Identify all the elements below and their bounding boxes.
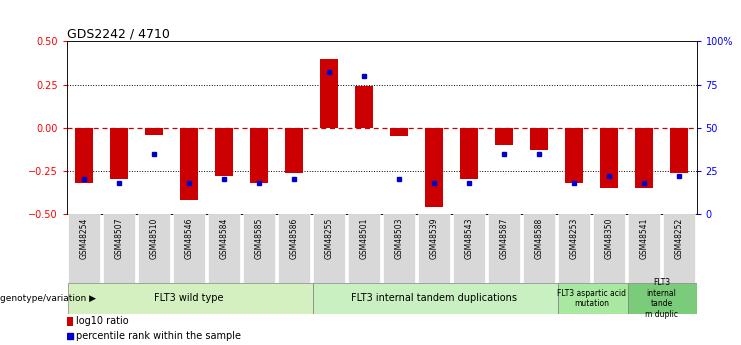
Text: GSM48546: GSM48546 [185,217,193,259]
FancyBboxPatch shape [594,214,625,283]
Bar [495,128,513,145]
Bar [180,128,198,200]
Bar [565,128,583,183]
FancyBboxPatch shape [279,214,310,283]
Bar [68,283,313,314]
Bar [76,128,93,183]
FancyBboxPatch shape [558,214,590,283]
FancyBboxPatch shape [628,214,659,283]
Bar [558,283,628,314]
Bar [391,128,408,136]
FancyBboxPatch shape [173,214,205,283]
Text: GSM48510: GSM48510 [150,217,159,259]
FancyBboxPatch shape [313,214,345,283]
FancyBboxPatch shape [663,214,695,283]
Text: FLT3 aspartic acid
mutation: FLT3 aspartic acid mutation [557,289,626,308]
Bar [216,128,233,176]
Text: percentile rank within the sample: percentile rank within the sample [76,331,241,341]
Text: FLT3
internal
tande
m duplic: FLT3 internal tande m duplic [645,278,678,318]
Bar [600,128,618,188]
Bar [67,317,73,326]
Text: GSM48254: GSM48254 [80,217,89,259]
FancyBboxPatch shape [243,214,275,283]
Bar [531,128,548,150]
Bar [635,128,653,188]
Text: GSM48503: GSM48503 [395,217,404,259]
Text: GSM48543: GSM48543 [465,217,473,259]
Bar [356,86,373,128]
FancyBboxPatch shape [453,214,485,283]
Bar [425,128,443,207]
Text: log10 ratio: log10 ratio [76,316,129,326]
Bar [671,128,688,172]
Text: GSM48507: GSM48507 [115,217,124,259]
Text: GSM48584: GSM48584 [219,217,229,259]
FancyBboxPatch shape [104,214,135,283]
Bar [285,128,303,172]
Bar [460,128,478,179]
FancyBboxPatch shape [68,214,100,283]
Text: GSM48252: GSM48252 [674,217,683,259]
FancyBboxPatch shape [383,214,415,283]
Text: GSM48501: GSM48501 [359,217,368,259]
Text: GSM48588: GSM48588 [534,217,544,259]
FancyBboxPatch shape [348,214,380,283]
FancyBboxPatch shape [208,214,240,283]
Text: GSM48587: GSM48587 [499,217,508,259]
Text: FLT3 internal tandem duplications: FLT3 internal tandem duplications [351,294,517,303]
Text: GSM48255: GSM48255 [325,217,333,259]
Bar [145,128,163,135]
Text: GSM48539: GSM48539 [430,217,439,259]
Bar [313,283,558,314]
Bar [110,128,128,179]
Text: GDS2242 / 4710: GDS2242 / 4710 [67,27,170,40]
Text: GSM48586: GSM48586 [290,217,299,259]
Bar [320,59,338,128]
Text: GSM48350: GSM48350 [605,217,614,259]
FancyBboxPatch shape [488,214,520,283]
FancyBboxPatch shape [523,214,555,283]
FancyBboxPatch shape [139,214,170,283]
FancyBboxPatch shape [419,214,450,283]
Text: GSM48585: GSM48585 [255,217,264,259]
Text: GSM48253: GSM48253 [570,217,579,259]
Text: genotype/variation ▶: genotype/variation ▶ [0,294,96,303]
Bar [250,128,268,183]
Text: GSM48541: GSM48541 [639,217,648,259]
Bar [628,283,698,314]
Text: FLT3 wild type: FLT3 wild type [154,294,224,303]
